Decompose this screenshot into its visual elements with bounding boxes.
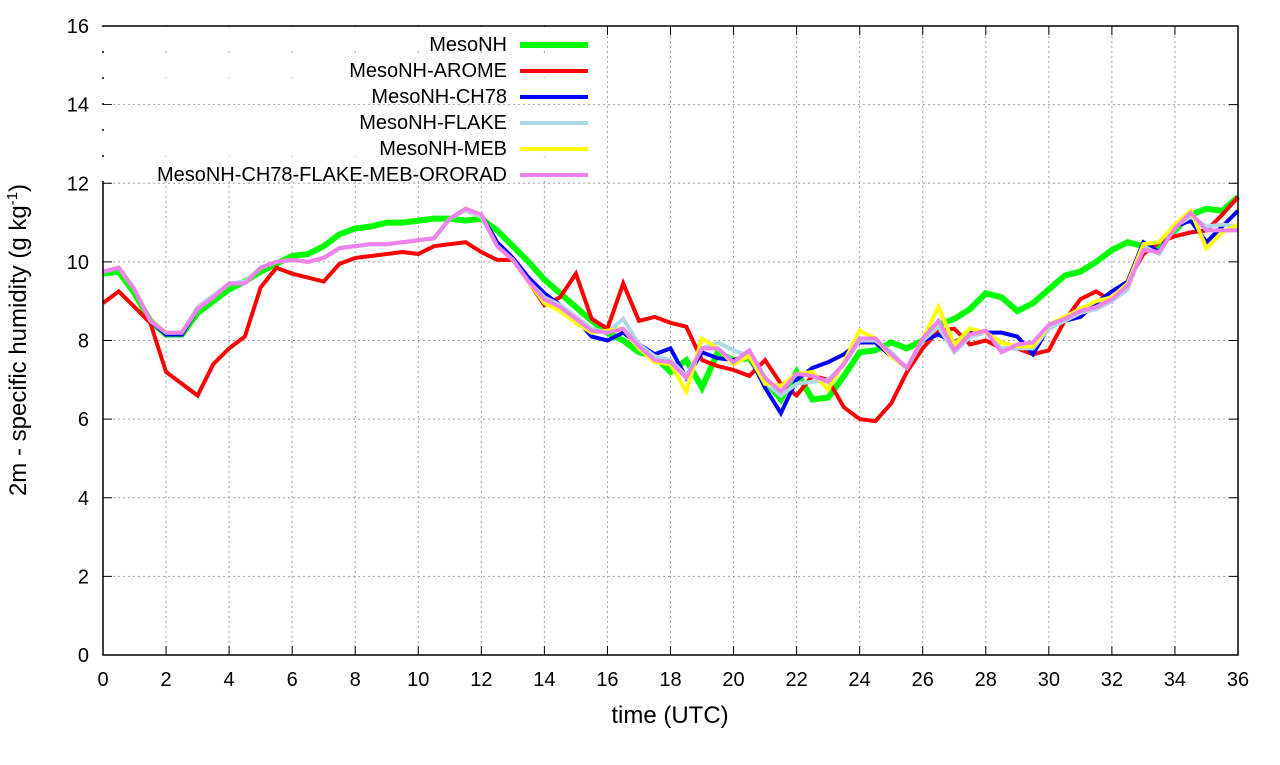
series-lines bbox=[101, 194, 1240, 424]
legend-label: MesoNH-FLAKE bbox=[359, 112, 507, 134]
x-tick-label: 34 bbox=[1164, 669, 1186, 691]
x-tick-label: 16 bbox=[596, 669, 618, 691]
x-tick-label: 32 bbox=[1101, 669, 1123, 691]
y-tick-label: 16 bbox=[67, 16, 89, 38]
x-tick-label: 2 bbox=[160, 669, 171, 691]
legend-label: MesoNH-MEB bbox=[379, 138, 507, 160]
series-line-mesonh bbox=[102, 194, 1240, 405]
x-tick-label: 30 bbox=[1038, 669, 1060, 691]
series-line-mesonh-ch78-flake-meb-ororad bbox=[102, 206, 1238, 395]
x-tick-label: 28 bbox=[975, 669, 997, 691]
y-axis-label-close: ) bbox=[5, 184, 32, 192]
x-tick-label: 0 bbox=[97, 669, 108, 691]
y-tick-label: 0 bbox=[78, 645, 89, 667]
y-tick-label: 6 bbox=[78, 409, 89, 431]
x-tick-label: 8 bbox=[350, 669, 361, 691]
x-tick-label: 20 bbox=[722, 669, 744, 691]
x-tick-label: 6 bbox=[287, 669, 298, 691]
legend-bg bbox=[90, 157, 590, 181]
grid bbox=[103, 26, 1238, 655]
y-tick-label: 2 bbox=[78, 566, 89, 588]
x-tick-label: 26 bbox=[912, 669, 934, 691]
x-tick-label: 14 bbox=[533, 669, 555, 691]
x-tick-label: 36 bbox=[1227, 669, 1249, 691]
y-axis-label: 2m - specific humidity (g kg-1) bbox=[4, 184, 32, 496]
legend-label: MesoNH-CH78 bbox=[371, 86, 507, 108]
y-tick-label: 4 bbox=[78, 488, 89, 510]
legend-label: MesoNH bbox=[429, 34, 507, 56]
legend-bg bbox=[90, 27, 590, 51]
y-tick-label: 8 bbox=[78, 331, 89, 353]
y-axis-label-sup: -1 bbox=[4, 192, 21, 205]
x-tick-label: 22 bbox=[785, 669, 807, 691]
x-tick-label: 4 bbox=[224, 669, 235, 691]
legend-label: MesoNH-CH78-FLAKE-MEB-ORORAD bbox=[157, 164, 507, 186]
legend-label: MesoNH-AROME bbox=[349, 60, 507, 82]
x-axis-label: time (UTC) bbox=[611, 702, 728, 729]
legend: MesoNH MesoNH-AROME MesoNH-CH78 MesoNH-FLAK… bbox=[90, 27, 590, 186]
y-tick-label: 10 bbox=[67, 252, 89, 274]
axis-ticks: 0 2 4 6 8 10 12 14 16 18 20 22 24 26 28 30 32 34 360246810… bbox=[67, 16, 1249, 691]
x-tick-label: 24 bbox=[849, 669, 871, 691]
y-tick-label: 14 bbox=[67, 95, 89, 117]
legend-bg bbox=[90, 105, 590, 129]
y-tick-label: 12 bbox=[67, 173, 89, 195]
legend-bg bbox=[90, 53, 590, 77]
legend-bg bbox=[90, 79, 590, 103]
legend-bg bbox=[90, 131, 590, 155]
x-tick-label: 10 bbox=[407, 669, 429, 691]
x-tick-label: 18 bbox=[659, 669, 681, 691]
series-line-mesonh-arome bbox=[101, 195, 1240, 424]
x-tick-label: 12 bbox=[470, 669, 492, 691]
